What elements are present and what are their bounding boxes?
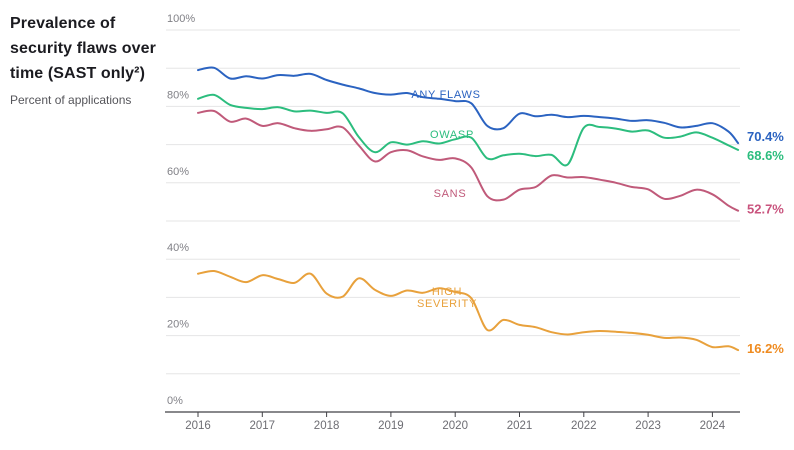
y-tick-label: 80% (167, 89, 189, 101)
chart-subtitle: Percent of applications (10, 93, 132, 108)
series-label-any-flaws: ANY FLAWS (411, 89, 480, 101)
title-block: Prevalence of security flaws over time (… (10, 12, 166, 107)
x-tick-label-2017: 2017 (250, 420, 276, 432)
x-tick-label-2018: 2018 (314, 420, 340, 432)
y-tick-label: 100% (167, 13, 195, 25)
series-line-any-flaws (197, 66, 740, 145)
series-line-owasp (197, 93, 740, 167)
x-tick-label-2019: 2019 (378, 420, 404, 432)
x-tick-label-2022: 2022 (571, 420, 597, 432)
x-tick-label-2016: 2016 (185, 420, 211, 432)
x-tick-label-2020: 2020 (442, 420, 468, 432)
y-tick-label: 20% (167, 319, 189, 331)
end-value-high-severity: 16.2% (747, 341, 784, 356)
series-line-sans (197, 109, 740, 212)
y-tick-label: 0% (167, 395, 183, 407)
end-value-any-flaws: 70.4% (747, 129, 784, 144)
x-tick-label-2021: 2021 (507, 420, 533, 432)
x-tick-label-2024: 2024 (700, 420, 726, 432)
series-label-sans: SANS (434, 188, 467, 200)
y-tick-label: 60% (167, 166, 189, 178)
series-label-high-severity: SEVERITY (417, 298, 477, 310)
y-tick-label: 40% (167, 242, 189, 254)
x-tick-label-2023: 2023 (635, 420, 661, 432)
end-value-sans: 52.7% (747, 202, 784, 217)
series-label-owasp: OWASP (430, 129, 474, 141)
series-line-high-severity (197, 269, 740, 352)
end-value-owasp: 68.6% (747, 148, 784, 163)
chart-title: Prevalence of security flaws over time (… (10, 15, 156, 82)
series-label-high-severity: HIGH (432, 286, 462, 298)
